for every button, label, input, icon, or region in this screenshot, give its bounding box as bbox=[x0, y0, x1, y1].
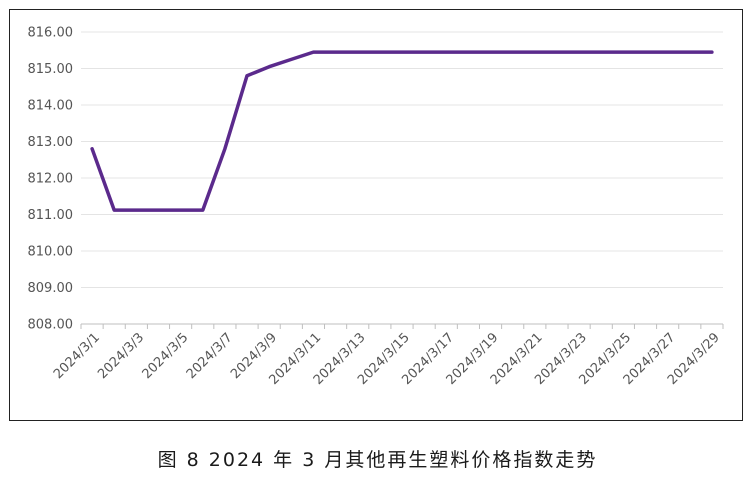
y-tick-label: 809.00 bbox=[28, 281, 74, 296]
x-tick-label: 2024/3/7 bbox=[184, 330, 236, 382]
y-tick-label: 812.00 bbox=[28, 172, 74, 187]
x-tick-label: 2024/3/1 bbox=[51, 330, 103, 382]
series-line bbox=[90, 50, 714, 212]
x-tick-label: 2024/3/3 bbox=[95, 330, 147, 382]
y-tick-label: 816.00 bbox=[28, 26, 74, 41]
chart-frame: 816.00 815.00 814.00 813.00 812.00 811.00 810.… bbox=[9, 9, 743, 421]
series bbox=[90, 50, 714, 212]
line-chart: 816.00 815.00 814.00 813.00 812.00 811.00 810.… bbox=[28, 26, 724, 388]
y-tick-label: 811.00 bbox=[28, 208, 74, 223]
y-tick-label: 810.00 bbox=[28, 245, 74, 260]
y-axis: 816.00 815.00 814.00 813.00 812.00 811.00 810.… bbox=[28, 26, 74, 333]
figure-caption: 图 8 2024 年 3 月其他再生塑料价格指数走势 bbox=[157, 449, 598, 471]
x-axis: 2024/3/12024/3/32024/3/52024/3/72024/3/9… bbox=[51, 323, 724, 388]
y-tick-label: 813.00 bbox=[28, 135, 74, 150]
y-tick-label: 815.00 bbox=[28, 62, 74, 77]
y-tick-label: 808.00 bbox=[28, 318, 74, 333]
x-tick-label: 2024/3/5 bbox=[140, 330, 192, 382]
y-tick-label: 814.00 bbox=[28, 99, 74, 114]
grid-lines bbox=[81, 31, 723, 288]
